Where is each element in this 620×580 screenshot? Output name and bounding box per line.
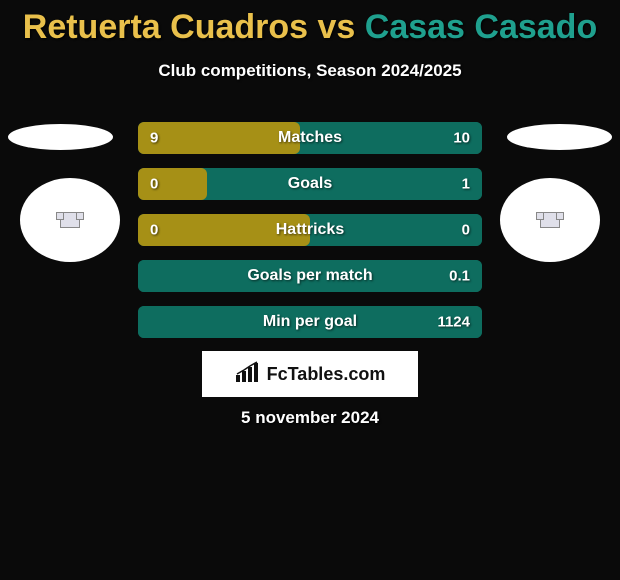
- player-right-avatar: [500, 178, 600, 262]
- stat-row: 9 Matches 10: [138, 122, 482, 154]
- stat-bars: 9Matches100Goals10Hattricks0Goals per ma…: [138, 122, 482, 352]
- stat-fill-left: [138, 168, 207, 200]
- stat-row: Min per goal 1124: [138, 306, 482, 338]
- player-left-oval: [8, 124, 113, 150]
- stat-value-left: 0: [150, 176, 158, 193]
- stat-row: 0 Goals 1: [138, 168, 482, 200]
- player-right-oval: [507, 124, 612, 150]
- stats-comparison-infographic: Retuerta Cuadros vs Casas Casado Club co…: [0, 0, 620, 580]
- player-left-avatar: [20, 178, 120, 262]
- subtitle: Club competitions, Season 2024/2025: [0, 61, 620, 81]
- title-vs: vs: [308, 8, 365, 46]
- stat-fill-left: [138, 122, 300, 154]
- stat-value-left: 9: [150, 130, 158, 147]
- stat-value-right: 1: [462, 176, 470, 193]
- stat-label: Min per goal: [263, 313, 357, 331]
- stat-row: 0 Hattricks 0: [138, 214, 482, 246]
- stat-fill-right: [207, 168, 482, 200]
- jersey-icon: [60, 212, 80, 228]
- stat-value-left: 0: [150, 222, 158, 239]
- brand-text: FcTables.com: [267, 364, 386, 385]
- stat-label: Matches: [278, 129, 342, 147]
- brand-box: FcTables.com: [202, 351, 418, 397]
- stat-row: Goals per match 0.1: [138, 260, 482, 292]
- title-left-player: Retuerta Cuadros: [23, 8, 308, 46]
- stat-value-right: 0.1: [449, 268, 470, 285]
- bar-chart-icon: [235, 361, 261, 388]
- stat-value-right: 0: [462, 222, 470, 239]
- stat-label: Goals per match: [247, 267, 372, 285]
- jersey-icon: [540, 212, 560, 228]
- title-right-player: Casas Casado: [365, 8, 597, 46]
- stat-label: Goals: [288, 175, 332, 193]
- stat-label: Hattricks: [276, 221, 344, 239]
- stat-value-right: 10: [453, 130, 470, 147]
- stat-value-right: 1124: [437, 314, 470, 331]
- page-title: Retuerta Cuadros vs Casas Casado: [0, 0, 620, 47]
- date-text: 5 november 2024: [0, 408, 620, 428]
